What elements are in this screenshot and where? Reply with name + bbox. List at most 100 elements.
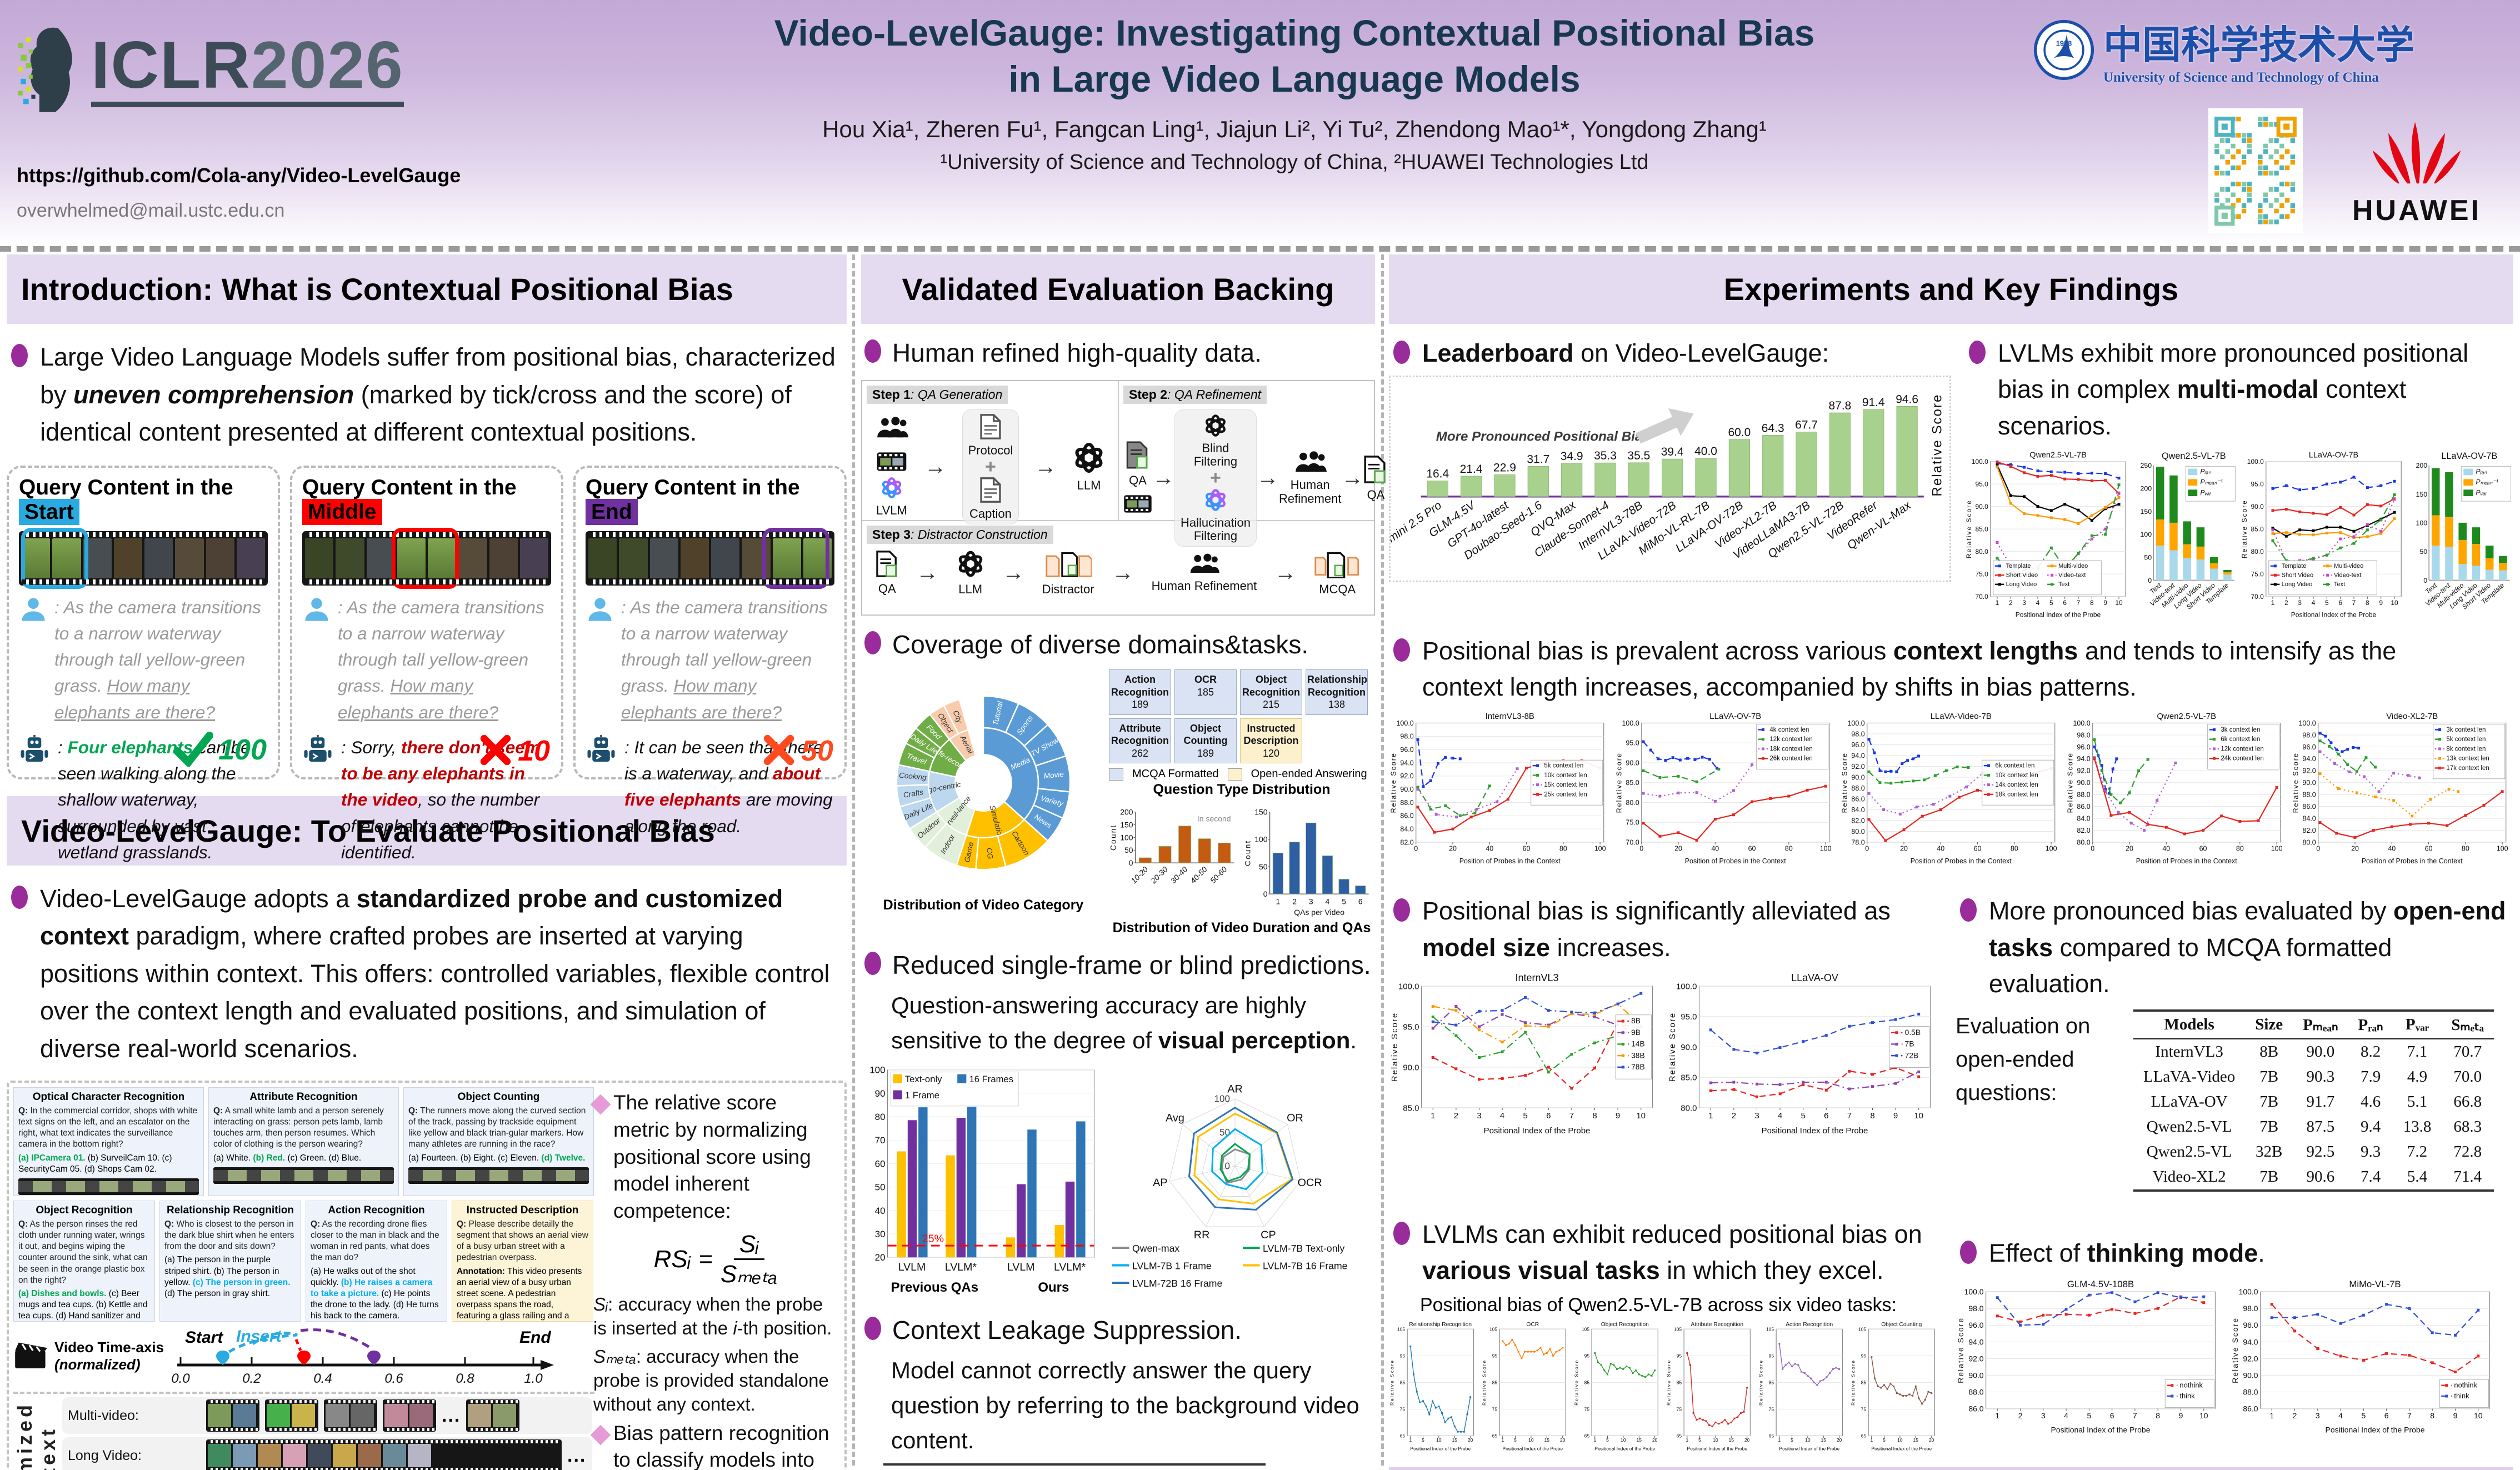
column-validated: Validated Evaluation Backing Human refin… (861, 254, 1386, 1470)
svg-text:82.0: 82.0 (1851, 817, 1864, 825)
poster-title: Video-LevelGauge: Investigating Contextu… (774, 12, 1815, 99)
svg-text:20: 20 (1468, 1437, 1473, 1443)
svg-text:1: 1 (1870, 1437, 1873, 1443)
svg-text:70: 70 (875, 1135, 886, 1146)
svg-text:10: 10 (2474, 1411, 2483, 1420)
bullet-dot (11, 344, 28, 367)
github-link[interactable]: https://github.com/Cola-any/Video-LevelG… (17, 164, 461, 187)
svg-text:6: 6 (2063, 599, 2067, 607)
svg-text:1: 1 (1686, 1437, 1688, 1443)
benchmark-diagram: Optical Character Recognition Q: In the … (7, 1081, 847, 1470)
svg-text:2: 2 (2009, 599, 2013, 607)
svg-text:Object Recognition: Object Recognition (1601, 1322, 1649, 1328)
svg-text:CP: CP (1261, 1229, 1276, 1241)
group-label-previous: Previous QAs (891, 1280, 979, 1295)
svg-text:100.0: 100.0 (2073, 719, 2090, 727)
svg-text:OCR: OCR (1298, 1177, 1322, 1189)
svg-text:100.0: 100.0 (1964, 1287, 1984, 1296)
bullet-dot (864, 631, 881, 654)
svg-text:86.0: 86.0 (1851, 796, 1864, 803)
bullet-dot (1393, 1222, 1410, 1245)
film-strip (586, 527, 834, 589)
svg-text:6: 6 (2384, 1411, 2389, 1420)
svg-text:20: 20 (875, 1252, 886, 1263)
svg-text:24k context len: 24k context len (2221, 756, 2263, 762)
film-strip (18, 1178, 199, 1195)
svg-text:25k context len: 25k context len (1544, 792, 1587, 798)
svg-text:3: 3 (2022, 599, 2026, 607)
svg-text:35.3: 35.3 (1594, 449, 1617, 462)
arrow-icon: → (1034, 454, 1057, 479)
svg-text:10k context len: 10k context len (1544, 772, 1587, 779)
people-icon (874, 416, 909, 442)
svg-text:Relative Score: Relative Score (1956, 1317, 1965, 1383)
svg-text:Game: Game (963, 841, 975, 863)
svg-text:82.0: 82.0 (2077, 827, 2090, 834)
task-chart-action: 65 75 85 95 105 1 5 10 15 20 Action Recognition Pos… (1758, 1320, 1847, 1453)
svg-text:100: 100 (2140, 531, 2152, 538)
svg-text:Positional Index of the Probe: Positional Index of the Probe (1502, 1446, 1563, 1451)
question-type-legend: MCQA Formatted Open-ended Answering (1109, 768, 1374, 781)
svg-text:94.0: 94.0 (1851, 752, 1864, 760)
svg-text:75: 75 (1400, 1406, 1406, 1412)
svg-text:150: 150 (2416, 491, 2427, 498)
svg-text:80: 80 (1559, 845, 1567, 853)
svg-text:85: 85 (1492, 1379, 1498, 1385)
svg-text:15: 15 (1452, 1437, 1458, 1443)
task-card: Action Recognition Q: As the recording d… (306, 1201, 447, 1322)
svg-text:Relative Score: Relative Score (1390, 752, 1398, 813)
svg-text:5k context len: 5k context len (1544, 763, 1583, 769)
svg-text:80.0: 80.0 (1851, 828, 1864, 836)
svg-text:95: 95 (1584, 1353, 1590, 1358)
svg-text:9: 9 (2179, 1411, 2183, 1420)
arrow-icon: → (916, 560, 939, 585)
svg-text:94.0: 94.0 (1968, 1338, 1983, 1347)
svg-text:8: 8 (2366, 599, 2369, 607)
ustc-emblem-icon: 1958 (2033, 19, 2094, 80)
svg-text:100.0: 100.0 (1676, 982, 1697, 991)
svg-text:96.0: 96.0 (1968, 1321, 1983, 1329)
svg-text:5: 5 (1606, 1437, 1609, 1443)
svg-text:9B: 9B (1631, 1028, 1641, 1037)
svg-text:7: 7 (2352, 599, 2356, 607)
query-card-title: Query Content in the Middle (302, 475, 517, 525)
svg-text:4: 4 (1778, 1111, 1782, 1121)
svg-text:98.0: 98.0 (1851, 731, 1864, 738)
exp-b1: Leaderboard on Video-LevelGauge: (1422, 339, 1829, 367)
svg-text:21.4: 21.4 (1460, 463, 1483, 476)
svg-text:1: 1 (2271, 599, 2275, 607)
svg-text:Object Counting: Object Counting (1881, 1322, 1922, 1328)
question-type-box: Object Recognition 215 (1240, 669, 1302, 715)
svg-text:nothink: nothink (2179, 1381, 2203, 1389)
svg-text:8: 8 (2156, 1411, 2160, 1420)
svg-text:85.0: 85.0 (1626, 779, 1639, 787)
svg-text:86.0: 86.0 (2077, 803, 2090, 811)
svg-text:64.3: 64.3 (1762, 422, 1784, 435)
svg-text:94.0: 94.0 (2077, 755, 2090, 763)
context-leakage-table: ModelsText-onlySₘₑₜₐB₁₋₉B₁Qwen2.5-VL-7B2… (883, 1463, 1266, 1470)
svg-text:96.0: 96.0 (2243, 1321, 2258, 1329)
svg-text:95.0: 95.0 (1403, 1022, 1419, 1032)
exp-b6: LVLMs can exhibit reduced positional bia… (1422, 1220, 1922, 1285)
svg-text:75: 75 (1861, 1406, 1867, 1412)
svg-text:1: 1 (1995, 1411, 1999, 1420)
svg-text:96.0: 96.0 (2077, 743, 2090, 751)
exp-b5: More pronounced bias evaluated by open-e… (1989, 897, 2506, 998)
svg-text:Video-text: Video-text (2334, 572, 2361, 578)
svg-text:LVLM-7B 1 Frame: LVLM-7B 1 Frame (1132, 1260, 1212, 1271)
svg-text:1: 1 (2269, 1411, 2274, 1420)
svg-text:Count: Count (1109, 824, 1118, 851)
svg-text:2: 2 (2018, 1411, 2023, 1420)
svg-text:105: 105 (1858, 1326, 1866, 1332)
svg-text:10: 10 (2199, 1411, 2208, 1420)
svg-text:InternVL3: InternVL3 (1515, 972, 1558, 983)
svg-text:65: 65 (1769, 1433, 1774, 1438)
svg-text:Long Video: Long Video (2282, 581, 2313, 588)
score-value: 50 (801, 735, 833, 767)
coverage-figure: Media Simulation Surveil-lance Ego-centric L… (861, 669, 1375, 936)
bullet-dot (1960, 898, 1977, 922)
llm-flower-icon (1203, 413, 1228, 441)
bullet-dot (1393, 898, 1410, 922)
svg-text:86.0: 86.0 (1968, 1404, 1983, 1413)
svg-text:0: 0 (2091, 845, 2094, 853)
